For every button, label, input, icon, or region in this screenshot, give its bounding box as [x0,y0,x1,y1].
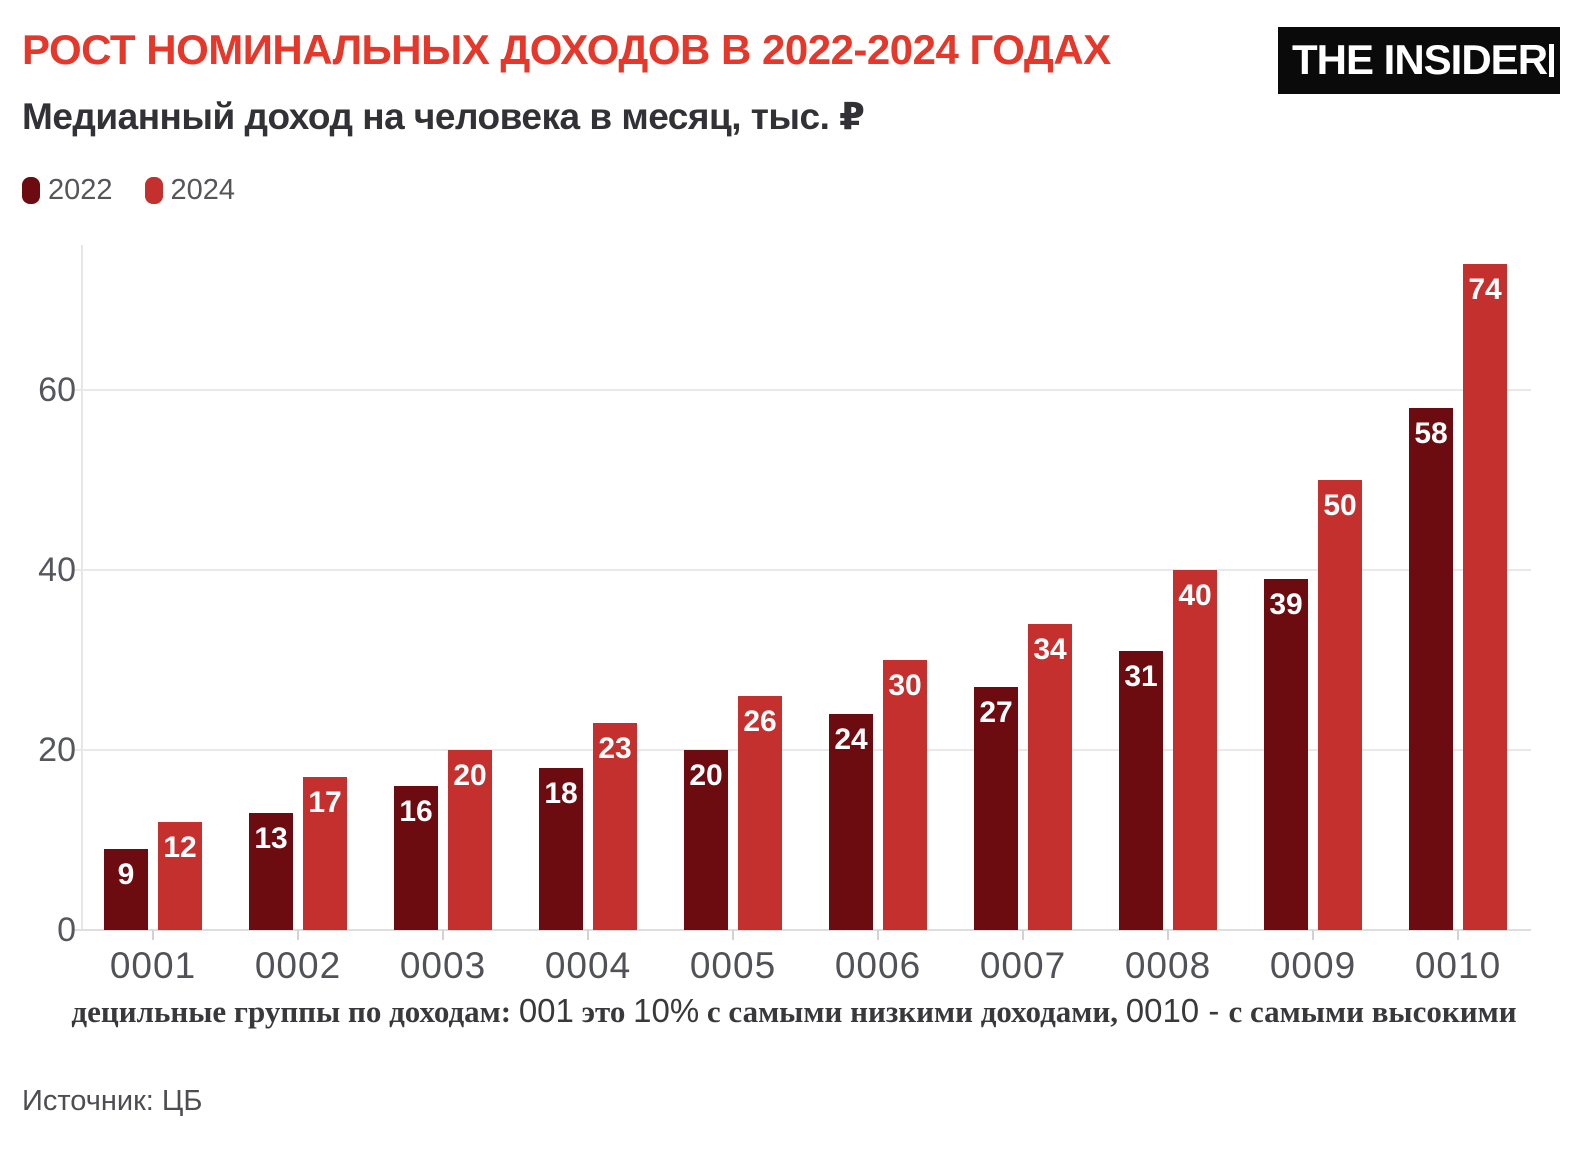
footnote-segment: с самыми высокими [1228,994,1517,1029]
footnote-segment: децильные группы по доходам: [71,994,519,1029]
bar-value-2024-0004: 23 [598,732,632,765]
chart-legend: 2022 2024 [22,174,235,207]
x-axis-tick-0002 [297,930,299,940]
x-axis-label-0006: 0006 [834,945,922,986]
x-axis-tick-0005 [732,930,734,940]
legend-swatch-2022 [22,177,40,204]
bar-2024-0003 [448,750,492,930]
x-axis-label-0003: 0003 [399,945,487,986]
x-axis-label-0005: 0005 [689,945,777,986]
bar-value-2024-0001: 12 [163,831,197,864]
x-axis-tick-0001 [152,930,154,940]
bar-value-2022-0004: 18 [544,777,578,810]
footnote-segment: 001 [518,992,574,1029]
the-insider-logo: THE INSIDER [1278,27,1560,94]
page-subtitle: Медианный доход на человека в месяц, тыс… [22,96,865,137]
gridline-40 [74,569,1531,571]
x-axis-label-0004: 0004 [544,945,632,986]
bar-2022-0001 [104,849,148,930]
x-axis-label-0002: 0002 [254,945,342,986]
footnote-segment: - [1199,992,1229,1029]
bar-value-2024-0005: 26 [743,705,777,738]
bar-value-2022-0005: 20 [689,759,723,792]
legend-label: 2024 [170,174,236,206]
bar-2022-0008 [1119,651,1163,930]
bar-2024-0002 [303,777,347,930]
bar-2022-0003 [394,786,438,930]
bar-value-2022-0008: 31 [1124,660,1158,693]
legend-swatch-2024 [144,177,163,204]
legend-item-2022: 2022 [22,174,113,207]
y-axis-label-60: 60 [38,371,76,409]
legend-label: 2022 [48,174,113,206]
x-axis-tick-0008 [1167,930,1169,940]
y-axis-line [81,245,83,930]
bar-value-2024-0006: 30 [888,669,922,702]
bar-2024-0005 [738,696,782,930]
gridline-20 [74,749,1531,751]
bar-value-2022-0002: 13 [254,822,288,855]
bar-value-2024-0009: 50 [1323,489,1357,522]
bar-value-2022-0006: 24 [834,723,868,756]
x-axis-baseline [74,929,1531,931]
x-axis-tick-0009 [1312,930,1314,940]
page-title: РОСТ НОМИНАЛЬНЫХ ДОХОДОВ В 2022-2024 ГОД… [22,26,1111,73]
bar-value-2022-0010: 58 [1414,417,1448,450]
x-axis-label-0009: 0009 [1269,945,1357,986]
footnote-segment: это [573,994,634,1029]
gridline-60 [74,389,1531,391]
bar-2022-0006 [829,714,873,930]
bar-2024-0006 [883,660,927,930]
x-axis-label-0001: 0001 [109,945,197,986]
bar-2022-0010 [1409,408,1453,930]
bar-2024-0007 [1028,624,1072,930]
y-axis-label-40: 40 [38,551,76,589]
bar-value-2022-0003: 16 [399,795,433,828]
footnote: децильные группы по доходам: 001 это 10%… [0,992,1588,1030]
bar-value-2022-0009: 39 [1269,588,1303,621]
bar-2022-0005 [684,750,728,930]
x-axis-tick-0004 [587,930,589,940]
bar-value-2024-0007: 34 [1033,633,1067,666]
bar-value-2024-0003: 20 [453,759,487,792]
bar-chart: 0 20 40 60 9 12 0001 13 17 0002 16 20 0003 18 23 0004 20… [38,245,1531,986]
y-axis-label-0: 0 [57,911,76,949]
bar-value-2024-0002: 17 [308,786,342,819]
source-label: Источник: ЦБ [22,1085,203,1117]
bar-2024-0004 [593,723,637,930]
footnote-segment: 10% [633,992,700,1029]
bar-value-2022-0001: 9 [117,858,135,891]
bar-2024-0001 [158,822,202,930]
y-axis-label-20: 20 [38,731,76,769]
bar-2024-0008 [1173,570,1217,930]
footnote-segment: 0010 [1125,992,1200,1029]
bar-2024-0009 [1318,480,1362,930]
bar-value-2022-0007: 27 [979,696,1013,729]
x-axis-tick-0007 [1022,930,1024,940]
x-axis-label-0010: 0010 [1414,945,1502,986]
bar-2022-0002 [249,813,293,930]
x-axis-tick-0003 [442,930,444,940]
bar-value-2024-0010: 74 [1468,273,1502,306]
x-axis-label-0008: 0008 [1124,945,1212,986]
logo-text: THE INSIDER [1292,35,1548,83]
x-axis-tick-0006 [877,930,879,940]
bar-2022-0007 [974,687,1018,930]
x-axis-tick-0010 [1457,930,1459,940]
legend-item-2024: 2024 [144,174,236,207]
bar-value-2024-0008: 40 [1178,579,1212,612]
bar-2022-0009 [1264,579,1308,930]
bar-2022-0004 [539,768,583,930]
x-axis-label-0007: 0007 [979,945,1067,986]
bar-2024-0010 [1463,264,1507,930]
footnote-segment: с самыми низкими доходами, [699,994,1126,1029]
logo-cursor-icon [1549,44,1554,77]
